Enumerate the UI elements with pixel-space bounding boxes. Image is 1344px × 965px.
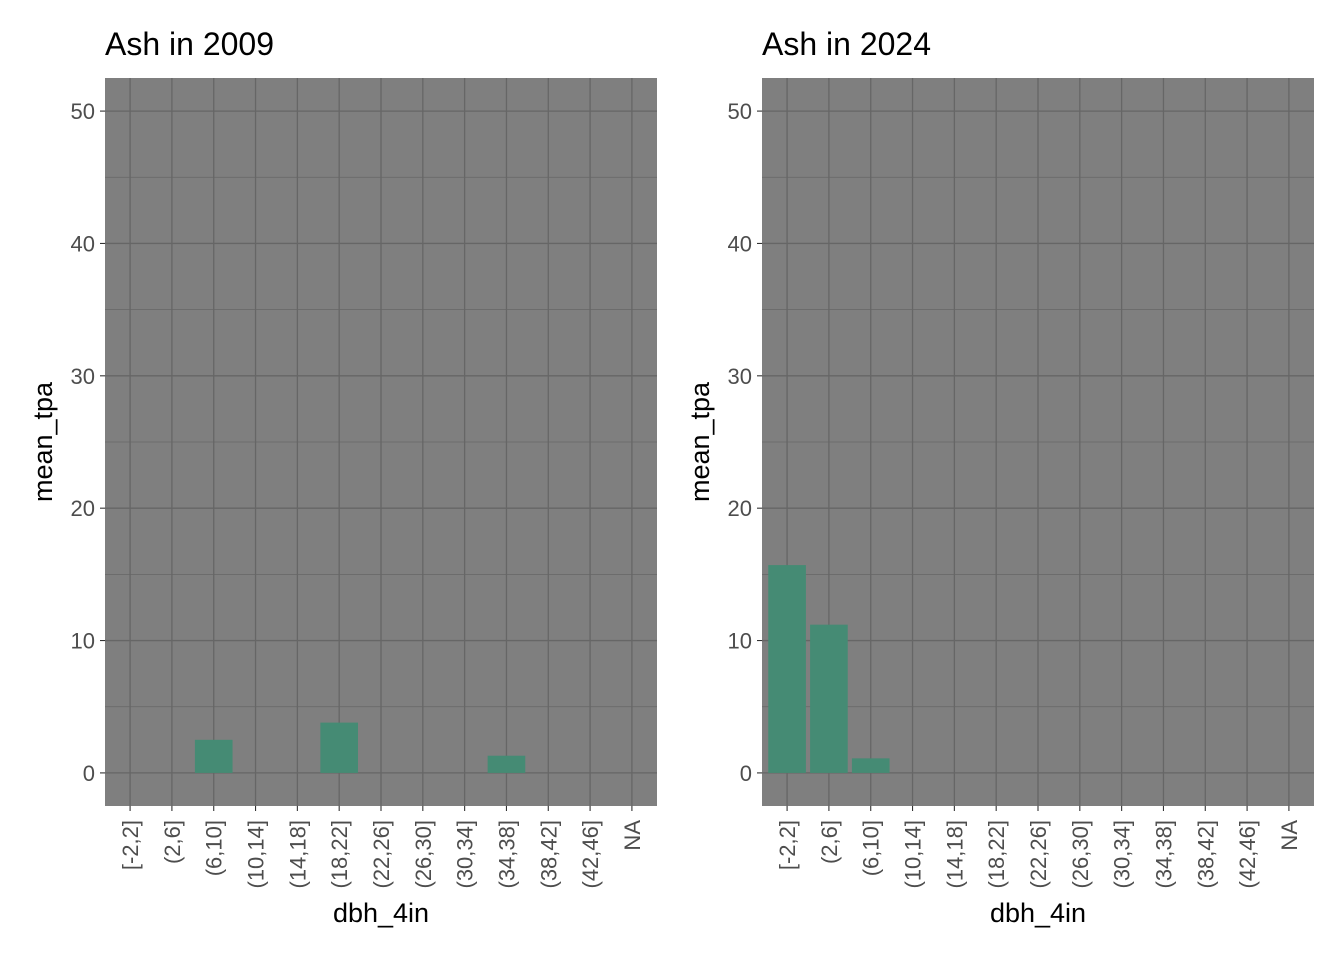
x-tick-label: (10,14]: [901, 820, 926, 889]
y-tick-label: 10: [71, 629, 95, 654]
plot-area: 0 10 20 30 40 50 [-2,2] (2,6] (6,10] (10,14] (14,1…: [728, 78, 1314, 889]
x-tick-label: (42,46]: [1235, 820, 1260, 889]
x-axis-title: dbh_4in: [990, 898, 1086, 928]
y-axis-title: mean_tpa: [28, 381, 58, 502]
bar-[-2,2]: [768, 565, 806, 773]
x-tick-label: [-2,2]: [118, 820, 143, 870]
chart-panel-2009: 0 10 20 30 40 50 [-2,2] (2,6] (6,10] (10,14] (14,1…: [0, 0, 672, 960]
x-tick-label: (18,22]: [327, 820, 352, 889]
chart-panel-2024: 0 10 20 30 40 50 [-2,2] (2,6] (6,10] (10,14] (14,1…: [657, 0, 1329, 960]
bar-(6,10]: [194, 739, 233, 773]
y-tick-label: 20: [71, 496, 95, 521]
x-tick-label: (2,6]: [817, 820, 842, 864]
bar-(2,6]: [810, 624, 848, 773]
x-tick-label: NA: [1277, 820, 1302, 851]
y-axis-title: mean_tpa: [685, 381, 715, 502]
x-tick-label: (30,34]: [453, 820, 478, 889]
chart-title: Ash in 2009: [105, 26, 274, 62]
x-tick-label: (14,18]: [285, 820, 310, 889]
y-tick-label: 0: [740, 761, 752, 786]
y-tick-label: 40: [728, 231, 752, 256]
y-tick-label: 50: [728, 99, 752, 124]
x-tick-label: (34,38]: [1151, 820, 1176, 889]
x-tick-label: (38,42]: [1193, 820, 1218, 889]
x-tick-label: (22,26]: [369, 820, 394, 889]
x-tick-label: (30,34]: [1110, 820, 1135, 889]
y-tick-label: 10: [728, 629, 752, 654]
x-tick-label: NA: [620, 820, 645, 851]
bar-(34,38]: [487, 755, 526, 773]
y-tick-label: 30: [728, 364, 752, 389]
y-tick-label: 20: [728, 496, 752, 521]
x-tick-label: (6,10]: [202, 820, 227, 876]
x-tick-label: (18,22]: [984, 820, 1009, 889]
x-tick-label: (26,30]: [411, 820, 436, 889]
x-axis-title: dbh_4in: [333, 898, 429, 928]
x-tick-label: (6,10]: [859, 820, 884, 876]
chart-svg: 0 10 20 30 40 50 [-2,2] (2,6] (6,10] (10,14] (14,1…: [685, 26, 1314, 928]
chart-svg: 0 10 20 30 40 50 [-2,2] (2,6] (6,10] (10,14] (14,1…: [28, 26, 657, 928]
bar-(6,10]: [851, 758, 890, 773]
y-tick-label: 0: [83, 761, 95, 786]
x-tick-label: (34,38]: [494, 820, 519, 889]
y-tick-label: 30: [71, 364, 95, 389]
x-tick-label: (38,42]: [536, 820, 561, 889]
x-tick-label: (22,26]: [1026, 820, 1051, 889]
y-tick-label: 40: [71, 231, 95, 256]
x-tick-label: (14,18]: [942, 820, 967, 889]
x-tick-label: (2,6]: [160, 820, 185, 864]
x-tick-label: (10,14]: [244, 820, 269, 889]
x-tick-label: (26,30]: [1068, 820, 1093, 889]
y-tick-label: 50: [71, 99, 95, 124]
x-tick-label: [-2,2]: [775, 820, 800, 870]
x-tick-label: (42,46]: [578, 820, 603, 889]
bar-(18,22]: [320, 722, 358, 773]
chart-title: Ash in 2024: [762, 26, 931, 62]
plot-area: 0 10 20 30 40 50 [-2,2] (2,6] (6,10] (10,14] (14,1…: [71, 78, 657, 889]
